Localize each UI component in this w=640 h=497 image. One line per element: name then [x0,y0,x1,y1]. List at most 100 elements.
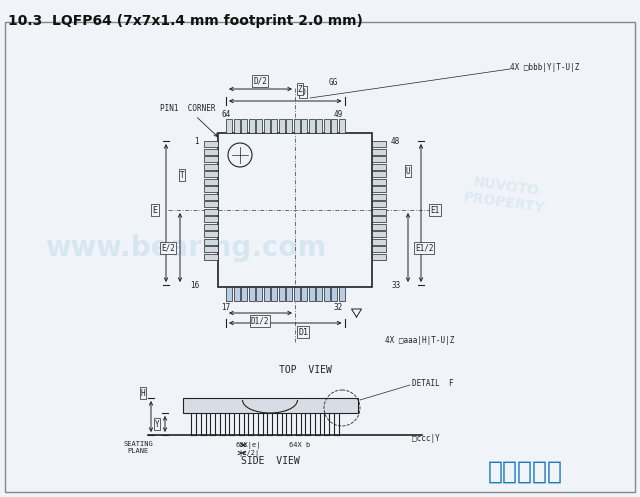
Bar [286,119,292,133]
Bar [226,287,232,301]
Text: PIN1  CORNER: PIN1 CORNER [160,104,218,137]
Text: 64X b: 64X b [289,442,310,448]
Text: 16: 16 [189,280,199,289]
Bar [372,209,386,215]
Bar [372,216,386,222]
Bar [301,287,307,301]
Bar [308,119,314,133]
Bar [204,186,218,192]
Bar [339,287,344,301]
Bar [204,201,218,207]
Bar [271,119,277,133]
Bar [323,287,330,301]
Bar [204,178,218,184]
Bar [241,287,247,301]
Bar [301,119,307,133]
Bar [372,164,386,169]
Text: Y: Y [155,419,159,428]
Bar [256,287,262,301]
Text: 60X|e|: 60X|e| [236,441,261,448]
Text: U: U [406,166,410,175]
Bar [234,119,239,133]
Text: 49: 49 [334,109,343,118]
Text: 1: 1 [195,137,199,146]
Text: T: T [180,170,184,179]
Bar [204,246,218,252]
Bar [323,119,330,133]
Bar [204,164,218,169]
Bar [372,253,386,259]
Text: E1/2: E1/2 [415,244,433,252]
Text: SIDE  VIEW: SIDE VIEW [241,456,300,466]
Text: 48: 48 [391,137,400,146]
Bar [204,149,218,155]
Bar [372,224,386,230]
Bar [372,246,386,252]
Bar [294,287,300,301]
Bar [278,119,285,133]
Bar [331,119,337,133]
Bar [256,119,262,133]
Bar [294,119,300,133]
Text: www.bearing.com: www.bearing.com [45,234,326,262]
Text: NUVOTO
PROPERTY: NUVOTO PROPERTY [462,174,548,216]
Bar [278,287,285,301]
Bar [372,231,386,237]
Bar [226,119,232,133]
Bar [204,156,218,162]
Bar [204,216,218,222]
Bar [339,119,344,133]
Text: 深圳宏力捧: 深圳宏力捧 [488,460,563,484]
Text: GG: GG [328,78,338,86]
Bar [372,141,386,147]
Bar [316,119,322,133]
Text: D/2: D/2 [253,77,267,85]
Text: 32: 32 [334,303,343,312]
Text: DETAIL  F: DETAIL F [412,379,454,388]
Bar [331,287,337,301]
Text: 33: 33 [391,280,400,289]
Bar [271,287,277,301]
Text: Z: Z [298,84,302,93]
Bar [372,201,386,207]
Bar [372,178,386,184]
Text: |e/2|: |e/2| [238,449,259,457]
Text: □ccc|Y: □ccc|Y [412,433,440,442]
Text: E/2: E/2 [161,244,175,252]
Bar [204,224,218,230]
Text: 64: 64 [221,109,230,118]
Text: E: E [152,205,157,215]
Text: TOP  VIEW: TOP VIEW [278,365,332,375]
Text: SEATING
PLANE: SEATING PLANE [123,440,153,453]
Bar [372,171,386,177]
Bar [308,287,314,301]
Bar [234,287,239,301]
Bar [204,239,218,245]
Text: 4X □aaa|H|T-U|Z: 4X □aaa|H|T-U|Z [385,335,454,344]
Bar [204,171,218,177]
Bar [372,156,386,162]
Bar [204,141,218,147]
Bar [241,119,247,133]
Bar [204,253,218,259]
Bar [264,119,269,133]
Bar [286,287,292,301]
Bar [316,287,322,301]
Bar [204,209,218,215]
Text: 17: 17 [221,303,230,312]
Bar [218,133,372,287]
Text: H: H [141,389,145,398]
Bar [204,231,218,237]
Bar [372,193,386,199]
Bar [183,398,358,413]
Text: D1: D1 [298,328,308,336]
Bar [372,149,386,155]
Text: D1/2: D1/2 [251,317,269,326]
Bar [248,287,255,301]
Text: 4X □bbb|Y|T-U|Z: 4X □bbb|Y|T-U|Z [510,63,579,72]
Bar [372,239,386,245]
Bar [248,119,255,133]
Bar [264,287,269,301]
Bar [204,193,218,199]
Bar [372,186,386,192]
